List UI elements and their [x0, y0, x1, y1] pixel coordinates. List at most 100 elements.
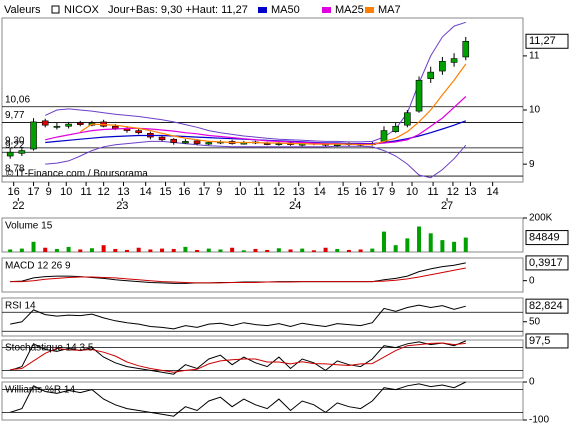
last-value: 84849 [529, 231, 560, 243]
volume-bar [288, 249, 293, 252]
volume-bar [381, 231, 386, 252]
indicator-line [79, 63, 467, 146]
legend-swatch [322, 7, 331, 13]
volume-bar [311, 250, 316, 252]
candle-body [53, 125, 61, 128]
legend-label: MA25 [335, 4, 364, 16]
x-tick-label: 14 [140, 186, 152, 198]
volume-bar [183, 246, 188, 252]
y-tick-label: 0 [529, 377, 535, 388]
volume-bar [101, 245, 106, 252]
indicator-line [45, 96, 467, 145]
panel-title: Stochastique 14 3 5 [5, 343, 94, 354]
x-tick-label: 17 [198, 186, 210, 198]
x-tick-label: 16 [178, 186, 190, 198]
level-label: 8,78 [5, 164, 25, 175]
day-tick-label: 27 [441, 200, 453, 212]
last-value: 82,824 [529, 300, 563, 312]
volume-bar [89, 248, 94, 252]
indicator-line [10, 381, 467, 417]
legend-swatch [365, 7, 374, 13]
panel-title: Williams %R 14 [5, 385, 75, 396]
candle-body [205, 142, 213, 145]
x-tick-label: 10 [60, 186, 72, 198]
indicator-line [10, 342, 466, 373]
x-tick-label: 12 [98, 186, 110, 198]
band-lower [45, 140, 467, 179]
panel-frame [1, 217, 524, 253]
last-value-box [525, 33, 569, 49]
candle-body [135, 130, 142, 134]
x-tick-label: 17 [372, 186, 384, 198]
volume-bar [195, 249, 200, 252]
x-tick-label: 16 [355, 186, 367, 198]
x-tick-label: 13 [117, 186, 129, 198]
volume-bar [19, 248, 24, 252]
candle-body [158, 136, 166, 141]
volume-bar [31, 241, 36, 252]
volume-bar [113, 248, 118, 252]
candle-body [112, 125, 119, 129]
x-tick-label: 15 [337, 186, 349, 198]
volume-bar [66, 246, 71, 252]
volume-bar [440, 240, 445, 252]
volume-bar [43, 247, 48, 252]
indicator-line [10, 340, 466, 375]
last-value-box [525, 333, 569, 349]
volume-bar [136, 247, 141, 252]
last-value: 0,3917 [529, 257, 563, 269]
level-label: 9,77 [5, 110, 25, 121]
candle-body [6, 151, 14, 157]
candle-body [193, 140, 201, 144]
candle-body [415, 79, 423, 112]
y-tick-label: 9 [529, 159, 535, 170]
volume-bar [358, 249, 363, 252]
last-value-box [525, 298, 569, 314]
volume-bar [218, 249, 223, 252]
last-value-box [525, 230, 569, 246]
volume-bar [405, 238, 410, 252]
x-tick-label: 13 [293, 186, 305, 198]
x-tick-label: 10 [406, 186, 418, 198]
candle-body [392, 125, 399, 132]
x-tick-label: 11 [253, 186, 264, 198]
x-tick-label: 14 [314, 186, 326, 198]
legend-label: MA50 [271, 4, 300, 16]
last-value: 11,27 [529, 35, 556, 47]
x-tick-label: 12 [447, 186, 459, 198]
panel-title: Volume 15 [5, 221, 53, 232]
header-bg [0, 0, 570, 18]
level-label: 9,22 [5, 140, 25, 151]
header-label: Valeurs [4, 4, 41, 16]
volume-bar [370, 248, 375, 252]
x-tick-label: 14 [487, 186, 499, 198]
panel-frame [1, 297, 524, 337]
volume-bar [323, 247, 328, 252]
panel-frame [1, 257, 524, 293]
indicator-line [10, 267, 466, 284]
day-tick-label: 22 [12, 200, 24, 212]
legend-swatch [258, 7, 267, 13]
day-tick-label: 23 [116, 200, 128, 212]
y-tick-label: 10 [529, 105, 541, 116]
chart-title: NICOX [64, 4, 100, 16]
volume-bar [428, 233, 433, 252]
x-tick-label: 12 [273, 186, 285, 198]
panel-frame [1, 381, 524, 421]
volume-bar [148, 249, 153, 252]
volume-bar [393, 245, 398, 252]
symbol-icon [51, 5, 60, 14]
volume-bar [463, 237, 468, 252]
y-tick-label: 0 [529, 275, 535, 286]
y-tick-label: 11 [529, 51, 540, 62]
candle-body [462, 40, 470, 58]
copyright: © IT-Finance.com / Boursorama [6, 169, 148, 180]
candle-body [30, 121, 37, 150]
volume-bar [241, 250, 246, 252]
volume-bar [276, 248, 281, 252]
volume-bar [417, 226, 422, 252]
volume-bar [265, 249, 270, 252]
candle-body [275, 143, 283, 145]
level-label: 9,30 [5, 136, 25, 147]
